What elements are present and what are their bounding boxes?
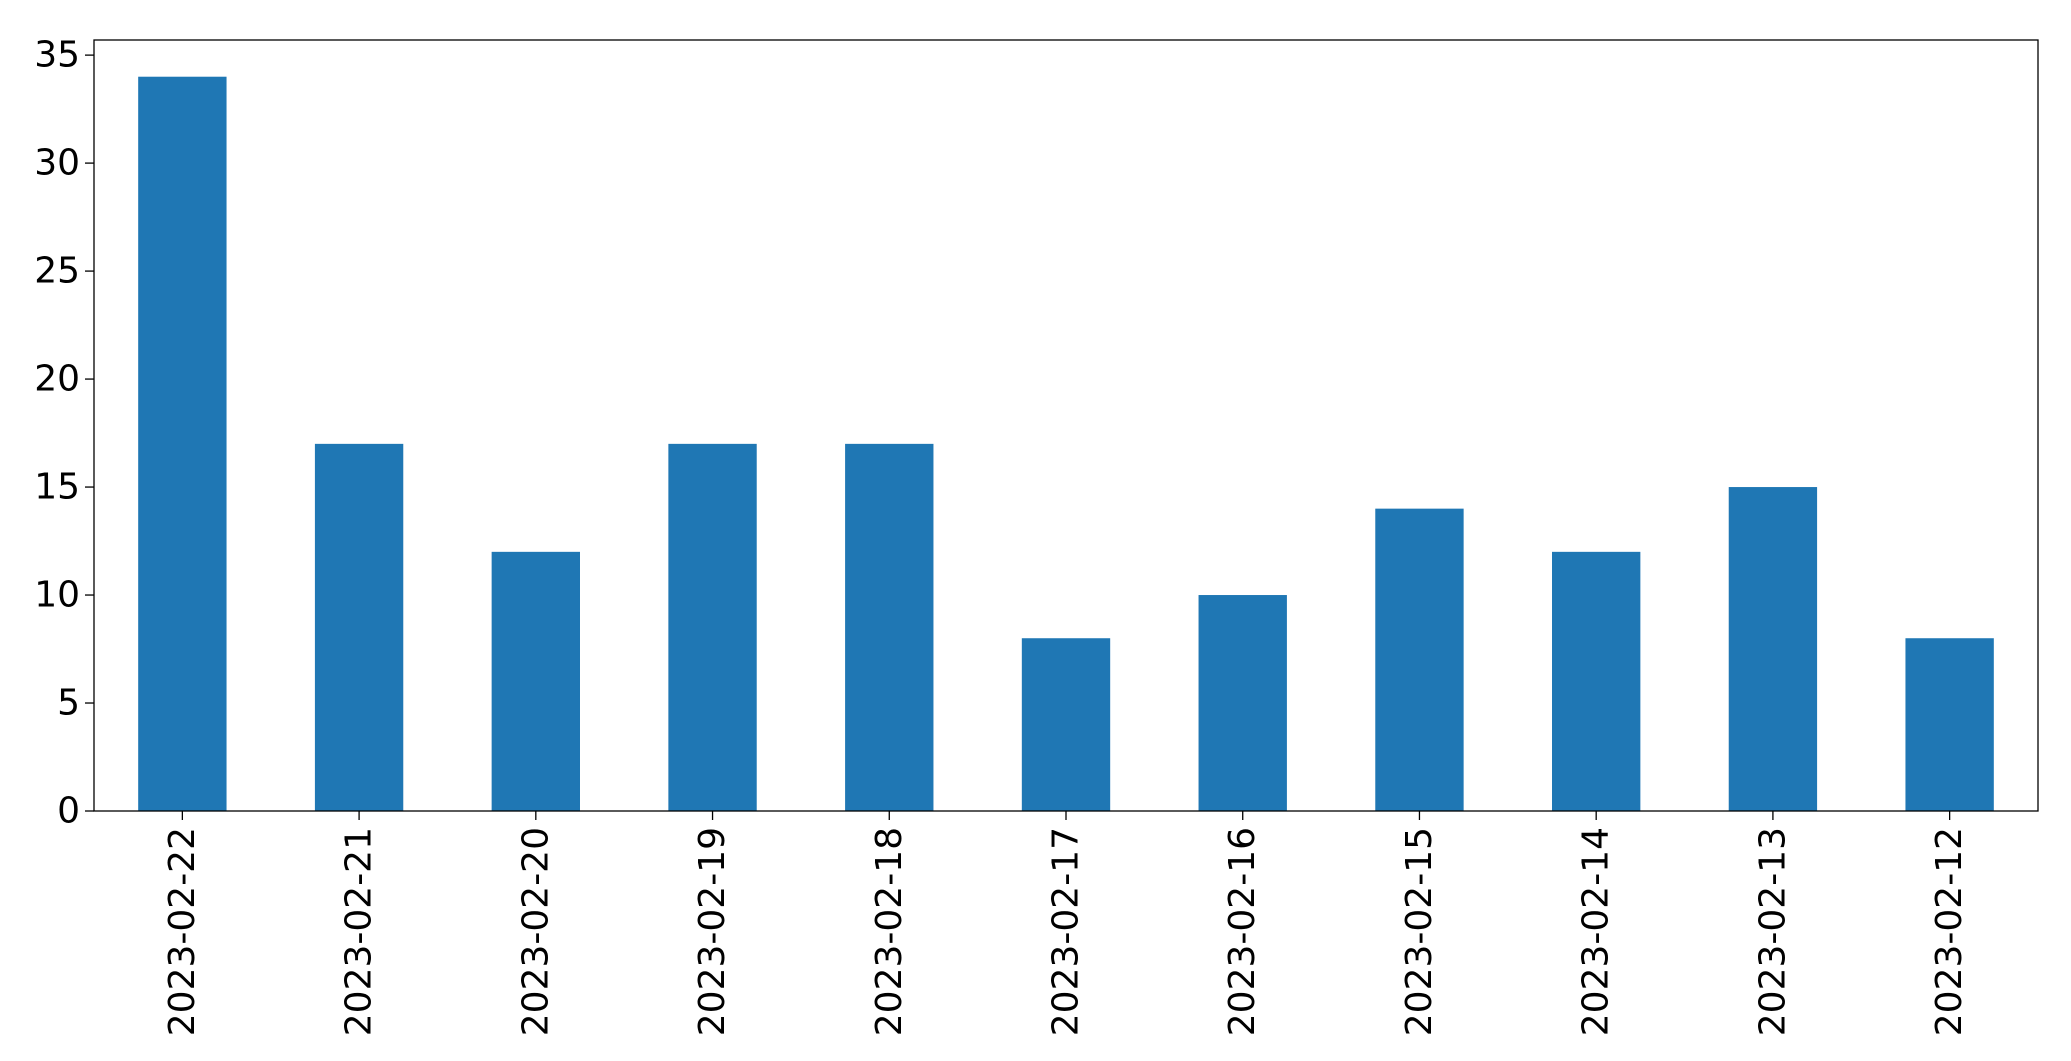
y-tick-label: 10 <box>34 575 80 616</box>
x-tick-label: 2023-02-14 <box>1576 827 1617 1036</box>
bar-2023-02-16 <box>1198 595 1287 811</box>
axes-frame <box>93 39 2039 812</box>
x-tick-label: 2023-02-17 <box>1046 827 1087 1036</box>
bar-2023-02-12 <box>1905 638 1994 811</box>
x-tick-label: 2023-02-16 <box>1222 827 1263 1036</box>
bar-2023-02-22 <box>138 76 227 811</box>
bar-2023-02-15 <box>1375 508 1464 811</box>
x-tick-label: 2023-02-21 <box>339 827 380 1036</box>
y-tick-label: 0 <box>57 791 80 832</box>
x-tick-label: 2023-02-22 <box>162 827 203 1036</box>
y-tick-label: 35 <box>34 35 80 76</box>
y-tick-label: 15 <box>34 467 80 508</box>
bar-2023-02-21 <box>314 443 404 811</box>
x-tick-label: 2023-02-20 <box>515 827 556 1036</box>
y-tick-label: 30 <box>34 143 80 184</box>
x-axis: 2023-02-22 2023-02-21 2023-02-20 2023-02-19… <box>162 811 1970 1036</box>
y-tick-label: 5 <box>57 683 80 724</box>
bar-2023-02-19 <box>668 443 757 811</box>
x-tick-label: 2023-02-13 <box>1752 827 1793 1036</box>
y-tick-label: 20 <box>34 359 80 400</box>
bar-2023-02-13 <box>1728 487 1818 811</box>
x-tick-label: 2023-02-15 <box>1399 827 1440 1036</box>
x-tick-label: 2023-02-12 <box>1929 827 1970 1036</box>
bar-2023-02-18 <box>845 443 934 811</box>
y-axis: 0 5 10 15 20 25 30 35 <box>34 35 94 832</box>
y-tick-label: 25 <box>34 251 80 292</box>
bar-2023-02-20 <box>491 551 580 811</box>
bar-2023-02-14 <box>1552 551 1641 811</box>
bars-group <box>138 76 1994 811</box>
x-tick-label: 2023-02-19 <box>692 827 733 1036</box>
bar-2023-02-17 <box>1021 638 1111 811</box>
x-tick-label: 2023-02-18 <box>869 827 910 1036</box>
